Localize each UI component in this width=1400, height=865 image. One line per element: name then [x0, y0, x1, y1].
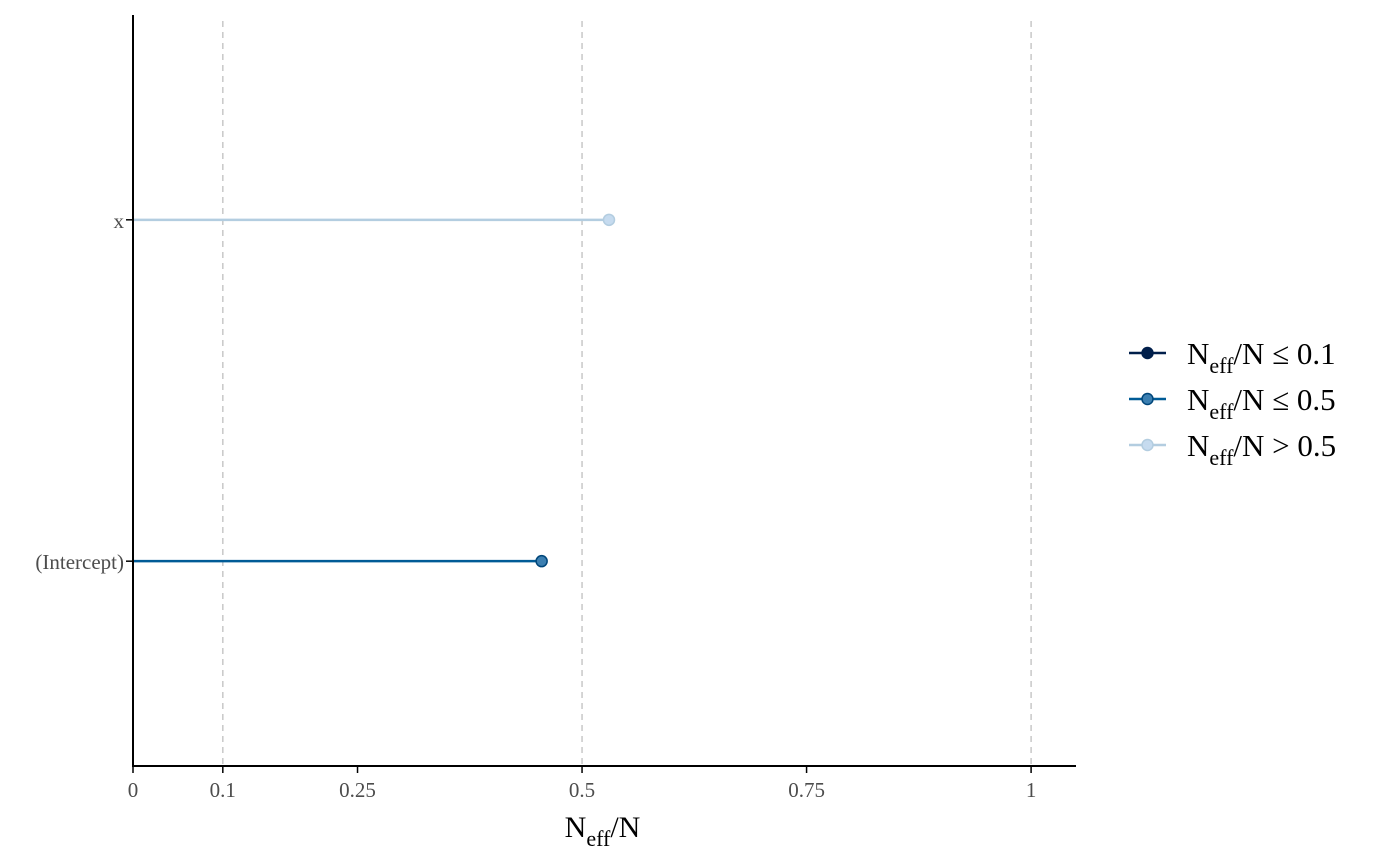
- legend-label-tail-1: /N ≤ 0.5: [1233, 382, 1335, 417]
- legend-label-tail-0: /N ≤ 0.1: [1233, 336, 1335, 371]
- x-tick-label-5: 1: [1026, 778, 1037, 802]
- legend-label-tail-2: /N > 0.5: [1233, 428, 1336, 463]
- legend-label-2: Neff/N > 0.5: [1187, 428, 1336, 470]
- legend-key-marker-0: [1141, 346, 1154, 360]
- legend-label-sub-2: eff: [1209, 445, 1234, 470]
- legend-label-1: Neff/N ≤ 0.5: [1187, 382, 1336, 424]
- x-axis-title: Neff/N: [565, 811, 641, 851]
- x-tick-label-4: 0.75: [788, 778, 825, 802]
- y-tick-label-0: x: [114, 209, 125, 233]
- legend-label-sub-1: eff: [1209, 399, 1234, 424]
- legend-key-marker-1: [1141, 392, 1154, 406]
- y-tick-label-1: (Intercept): [35, 550, 124, 574]
- x-tick-label-1: 0.1: [210, 778, 236, 802]
- reference-lines: [222, 21, 1032, 766]
- point-markers: [535, 213, 616, 568]
- x-axis-title-sub: eff: [586, 826, 611, 851]
- x-tick-label-2: 0.25: [339, 778, 376, 802]
- x-axis-ticks: 0 0.1 0.25 0.5 0.75 1: [128, 766, 1037, 802]
- point-lines: [133, 218, 609, 563]
- legend-key-marker-2: [1141, 438, 1154, 452]
- x-axis-title-tail: /N: [610, 811, 640, 844]
- legend-label-main-0: N: [1187, 336, 1209, 371]
- x-axis-title-main: N: [565, 811, 587, 844]
- y-axis-ticks: x (Intercept): [35, 209, 133, 574]
- point-marker-1: [535, 554, 548, 568]
- legend-label-main-2: N: [1187, 428, 1209, 463]
- x-tick-label-0: 0: [128, 778, 139, 802]
- x-tick-label-3: 0.5: [569, 778, 595, 802]
- legend-label-main-1: N: [1187, 382, 1209, 417]
- point-marker-0: [602, 213, 616, 227]
- legend-label-sub-0: eff: [1209, 353, 1234, 378]
- legend-label-0: Neff/N ≤ 0.1: [1187, 336, 1336, 378]
